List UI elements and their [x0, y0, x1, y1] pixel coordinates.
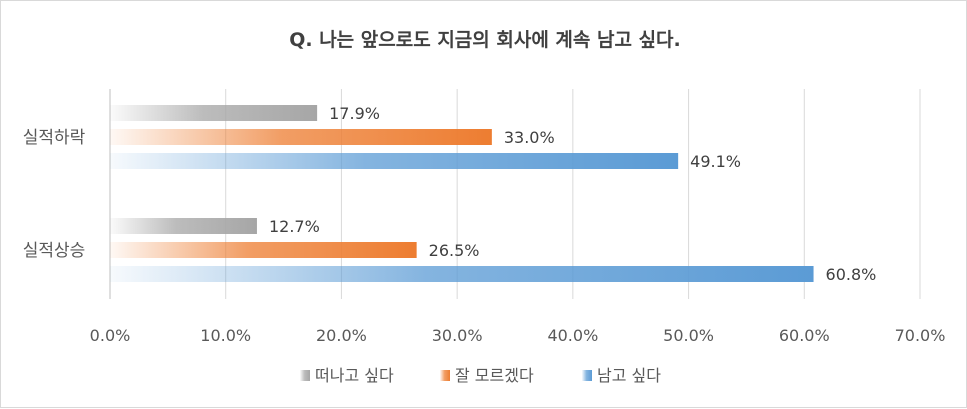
data-label: 60.8% — [826, 265, 877, 284]
bar — [110, 129, 492, 145]
data-labels: 17.9% 33.0% 49.1% 12.7% 26.5% 60.8% — [269, 104, 876, 284]
data-label: 12.7% — [269, 217, 320, 236]
x-tick-label: 0.0% — [90, 326, 131, 345]
data-label: 49.1% — [690, 152, 741, 171]
chart-title: Q. 나는 앞으로도 지금의 회사에 계속 남고 싶다. — [289, 29, 681, 51]
legend-swatch — [440, 370, 450, 381]
x-axis-ticks: 0.0% 10.0% 20.0% 30.0% 40.0% 50.0% 60.0% 70.0% — [90, 326, 946, 345]
bar — [110, 242, 417, 258]
x-tick-label: 20.0% — [316, 326, 367, 345]
x-tick-label: 70.0% — [895, 326, 946, 345]
x-tick-label: 50.0% — [663, 326, 714, 345]
category-label: 실적상승 — [23, 241, 86, 261]
bar — [110, 105, 318, 121]
legend-label: 남고 싶다 — [597, 366, 661, 385]
legend-swatch — [582, 370, 592, 381]
legend: 떠나고 싶다 잘 모르겠다 남고 싶다 — [300, 366, 661, 385]
x-tick-label: 10.0% — [200, 326, 251, 345]
bar — [110, 218, 257, 234]
bar — [110, 153, 679, 169]
category-label: 실적하락 — [23, 128, 86, 148]
data-label: 17.9% — [329, 104, 380, 123]
gridlines — [109, 89, 921, 299]
data-label: 26.5% — [429, 241, 480, 260]
legend-label: 잘 모르겠다 — [455, 366, 534, 385]
bar — [110, 266, 814, 282]
data-label: 33.0% — [504, 128, 555, 147]
x-tick-label: 60.0% — [779, 326, 830, 345]
x-tick-label: 40.0% — [547, 326, 598, 345]
x-tick-label: 30.0% — [432, 326, 483, 345]
legend-label: 떠나고 싶다 — [315, 366, 394, 385]
bars — [110, 105, 814, 282]
legend-swatch — [300, 370, 310, 381]
